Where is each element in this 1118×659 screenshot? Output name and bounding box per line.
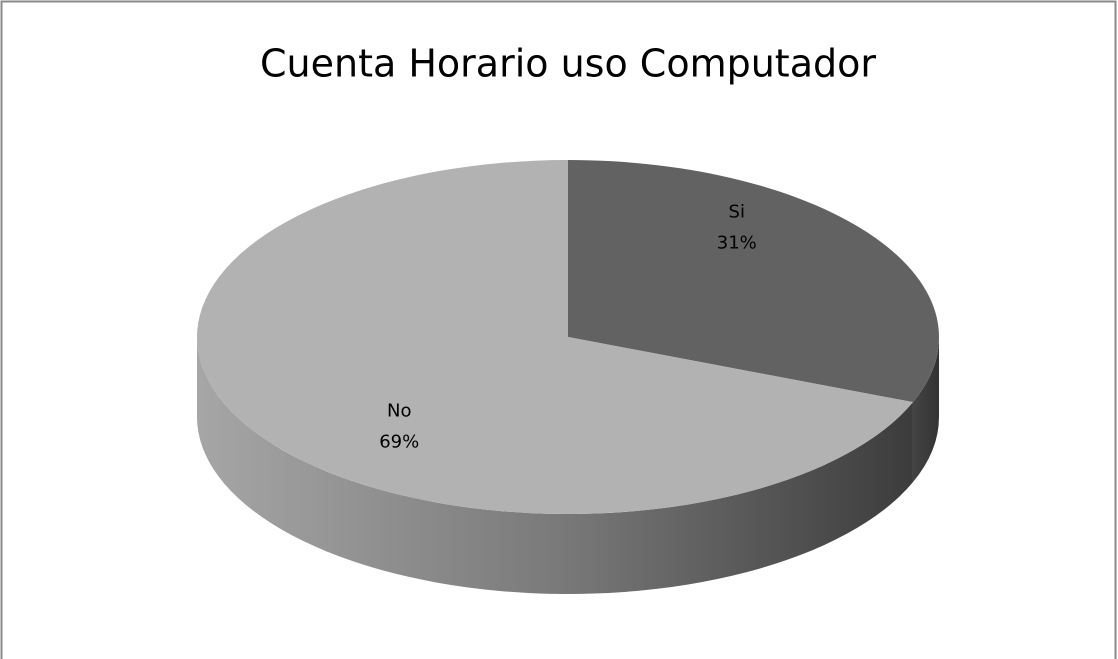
slice-value-label: 31% xyxy=(717,232,757,253)
pie-side xyxy=(197,337,913,594)
slice-value-label: 69% xyxy=(379,432,419,453)
slice-label: Si xyxy=(729,201,745,222)
pie-slice xyxy=(568,160,939,403)
chart-title: Cuenta Horario uso Computador xyxy=(260,42,876,86)
pie-slice xyxy=(196,160,913,514)
pie-side xyxy=(912,337,939,483)
slice-label: No xyxy=(387,401,411,422)
